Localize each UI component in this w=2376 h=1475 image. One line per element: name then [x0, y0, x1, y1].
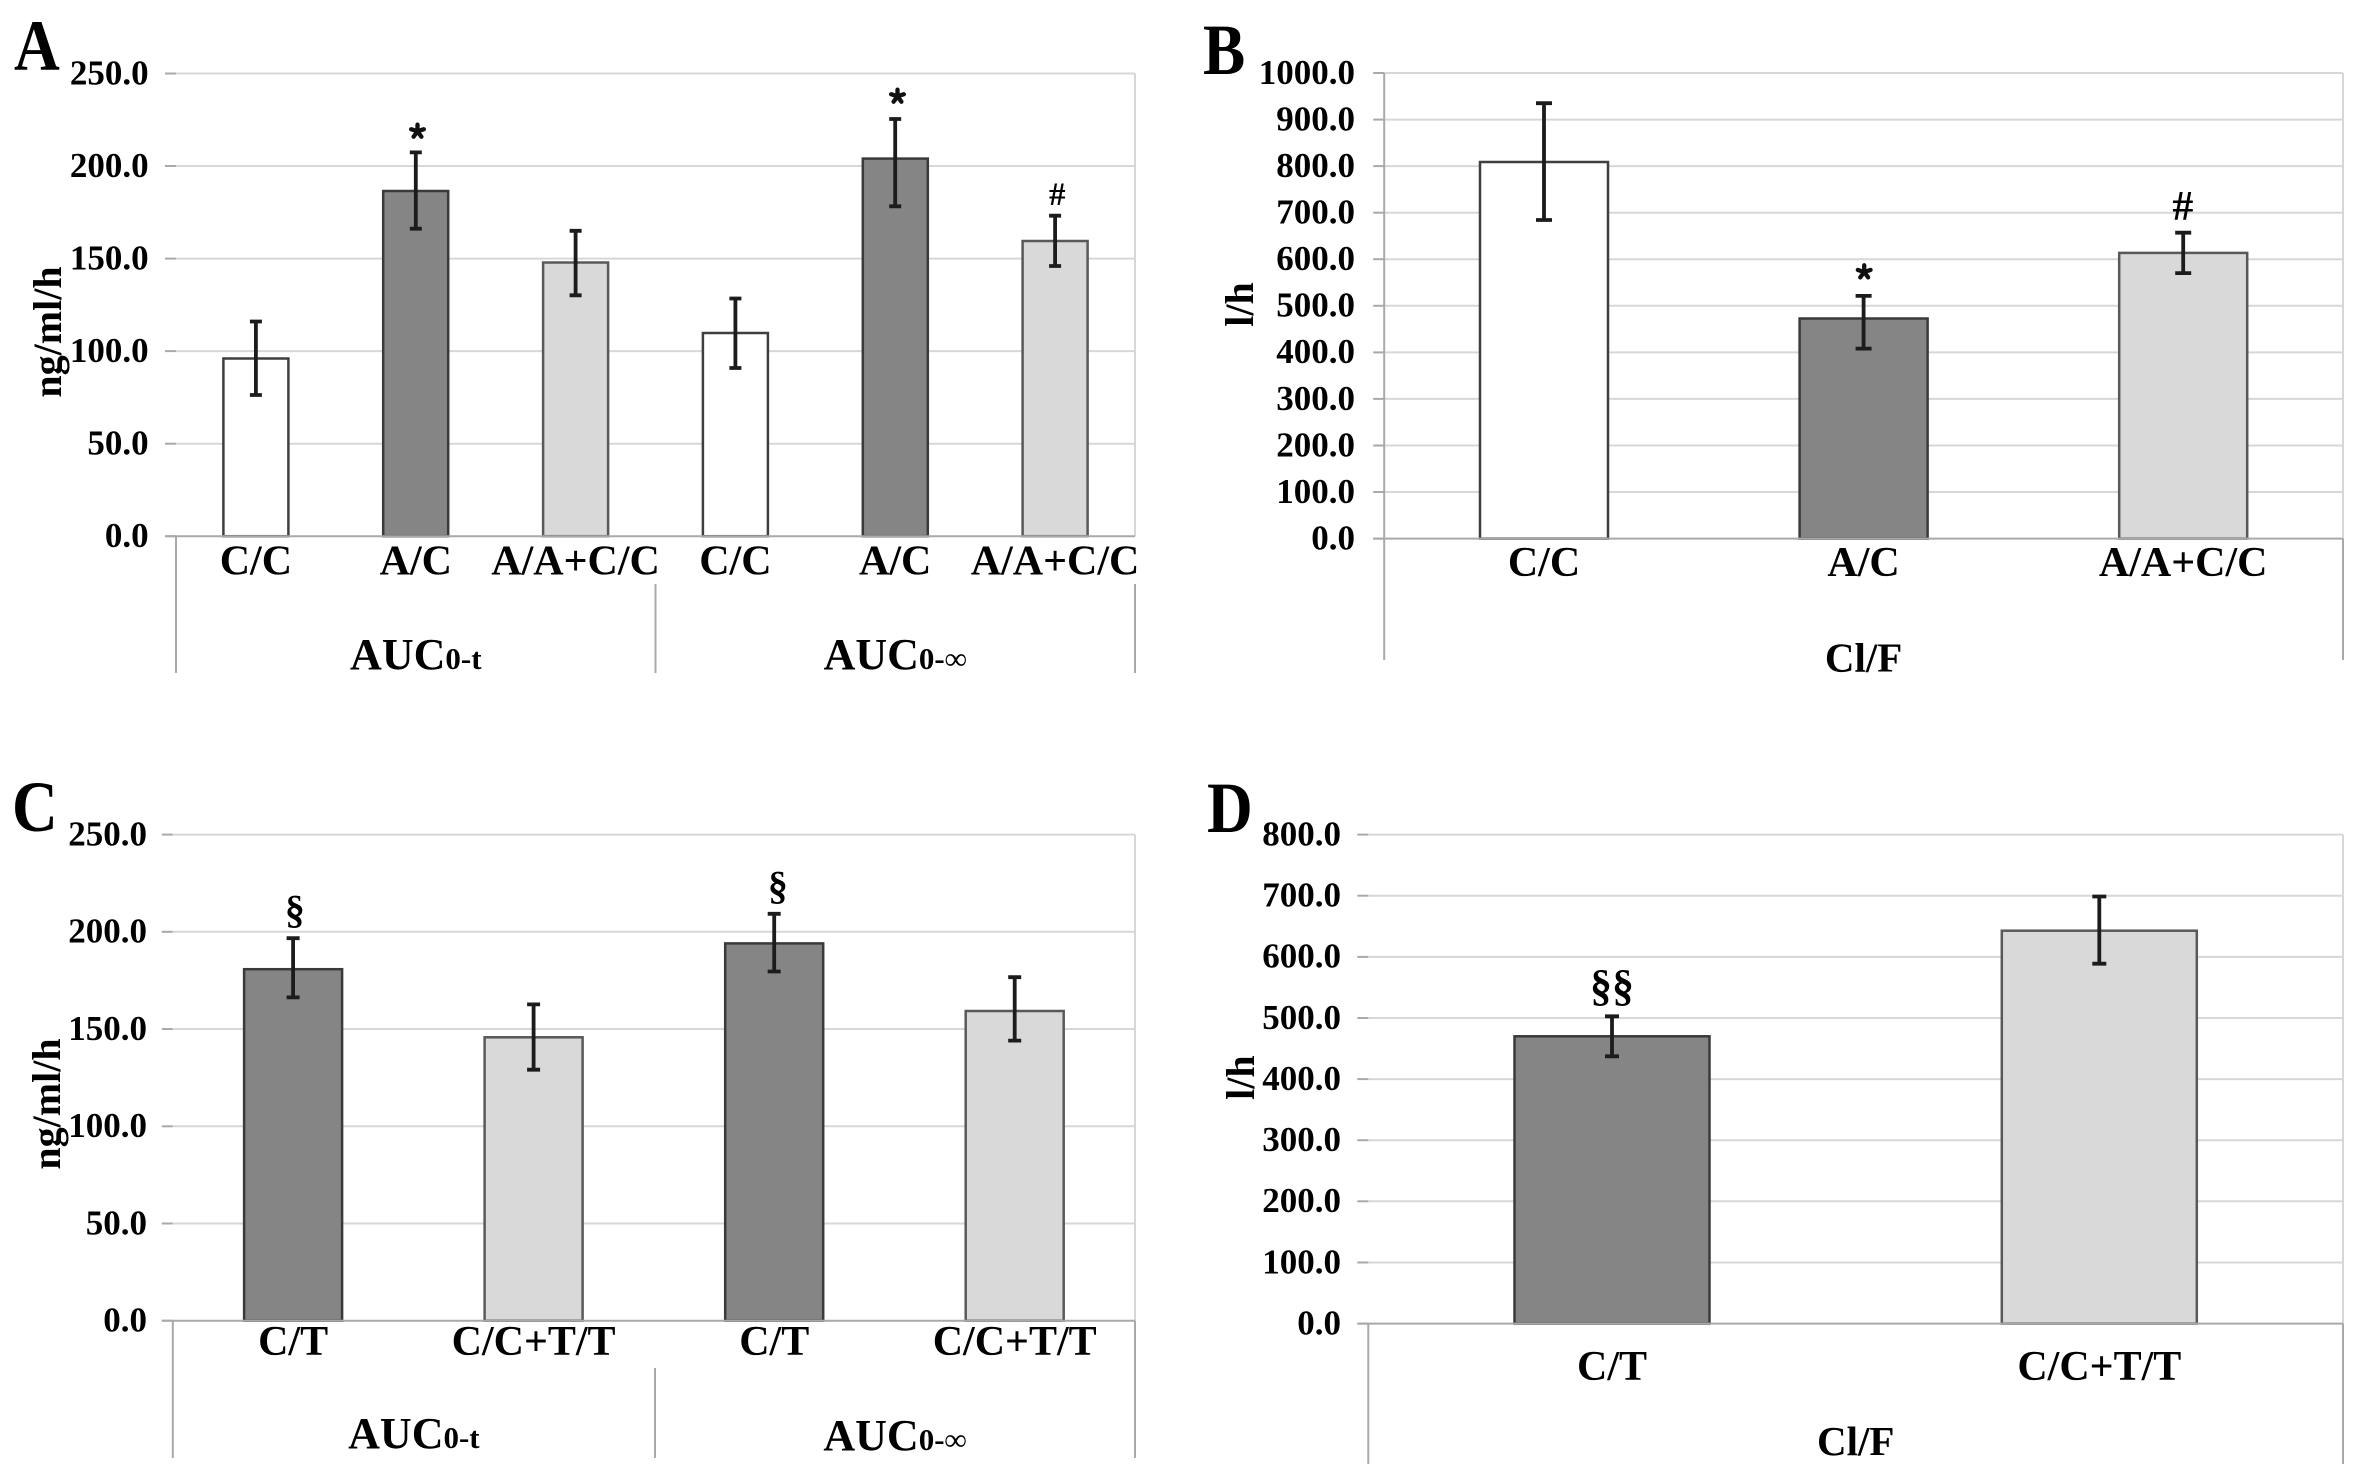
svg-text:100.0: 100.0: [70, 331, 149, 370]
svg-text:200.0: 200.0: [1276, 425, 1355, 464]
svg-text:C/C+T/T: C/C+T/T: [452, 1319, 616, 1365]
svg-text:150.0: 150.0: [68, 1009, 147, 1048]
svg-text:§: §: [768, 863, 788, 908]
svg-text:400.0: 400.0: [1276, 332, 1355, 371]
svg-text:500.0: 500.0: [1276, 286, 1355, 325]
svg-text:§§: §§: [1590, 962, 1634, 1011]
svg-text:0.0: 0.0: [1311, 519, 1355, 558]
svg-text:C/T: C/T: [1577, 1344, 1647, 1390]
svg-text:600.0: 600.0: [1276, 239, 1355, 278]
svg-text:Cl/F: Cl/F: [1825, 635, 1902, 681]
svg-text:D: D: [1207, 768, 1253, 848]
svg-text:A/C: A/C: [859, 539, 931, 585]
svg-text:A/A+C/C: A/A+C/C: [491, 539, 660, 585]
svg-text:AUC0-∞: AUC0-∞: [824, 630, 967, 679]
svg-text:900.0: 900.0: [1276, 99, 1355, 138]
svg-text:C/C: C/C: [699, 539, 771, 585]
svg-text:50.0: 50.0: [87, 424, 148, 463]
svg-text:700.0: 700.0: [1262, 876, 1341, 915]
svg-text:200.0: 200.0: [70, 146, 149, 185]
svg-text:200.0: 200.0: [68, 912, 147, 951]
svg-text:A: A: [14, 6, 60, 86]
svg-text:1000.0: 1000.0: [1259, 53, 1355, 92]
svg-text:C/C: C/C: [220, 539, 292, 585]
svg-text:C/T: C/T: [739, 1319, 809, 1365]
svg-text:B: B: [1203, 10, 1245, 90]
svg-text:100.0: 100.0: [68, 1106, 147, 1145]
svg-text:Cl/F: Cl/F: [1817, 1418, 1894, 1464]
svg-text:ng/ml/h: ng/ml/h: [24, 1038, 69, 1169]
svg-text:C/C+T/T: C/C+T/T: [933, 1319, 1097, 1365]
svg-text:600.0: 600.0: [1262, 937, 1341, 976]
svg-text:C/T: C/T: [258, 1319, 328, 1365]
svg-text:250.0: 250.0: [68, 815, 147, 854]
svg-text:100.0: 100.0: [1276, 472, 1355, 511]
svg-text:0.0: 0.0: [105, 516, 149, 555]
svg-text:§: §: [285, 887, 305, 932]
svg-text:ng/ml/h: ng/ml/h: [25, 266, 70, 397]
svg-text:A/A+C/C: A/A+C/C: [2099, 540, 2268, 586]
svg-text:150.0: 150.0: [70, 238, 149, 277]
svg-text:l/h: l/h: [1218, 1055, 1263, 1099]
svg-text:700.0: 700.0: [1276, 193, 1355, 232]
svg-text:800.0: 800.0: [1276, 146, 1355, 185]
svg-text:250.0: 250.0: [70, 53, 149, 92]
svg-text:C: C: [12, 767, 58, 847]
svg-text:0.0: 0.0: [103, 1301, 147, 1340]
svg-text:l/h: l/h: [1217, 282, 1262, 326]
svg-text:400.0: 400.0: [1262, 1059, 1341, 1098]
svg-text:0.0: 0.0: [1297, 1303, 1341, 1342]
svg-text:300.0: 300.0: [1262, 1120, 1341, 1159]
svg-text:800.0: 800.0: [1262, 815, 1341, 854]
svg-text:A/C: A/C: [380, 539, 452, 585]
svg-text:100.0: 100.0: [1262, 1242, 1341, 1281]
svg-text:500.0: 500.0: [1262, 998, 1341, 1037]
svg-text:A/C: A/C: [1827, 540, 1899, 586]
svg-text:50.0: 50.0: [86, 1203, 147, 1242]
svg-text:C/C: C/C: [1508, 540, 1580, 586]
svg-text:C/C+T/T: C/C+T/T: [2017, 1344, 2181, 1390]
svg-text:200.0: 200.0: [1262, 1181, 1341, 1220]
svg-text:#: #: [1049, 177, 1066, 213]
svg-text:300.0: 300.0: [1276, 379, 1355, 418]
svg-text:#: #: [2172, 184, 2193, 230]
svg-text:A/A+C/C: A/A+C/C: [971, 539, 1140, 585]
